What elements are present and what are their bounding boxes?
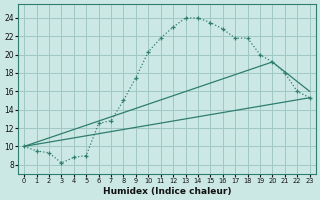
X-axis label: Humidex (Indice chaleur): Humidex (Indice chaleur) xyxy=(103,187,231,196)
